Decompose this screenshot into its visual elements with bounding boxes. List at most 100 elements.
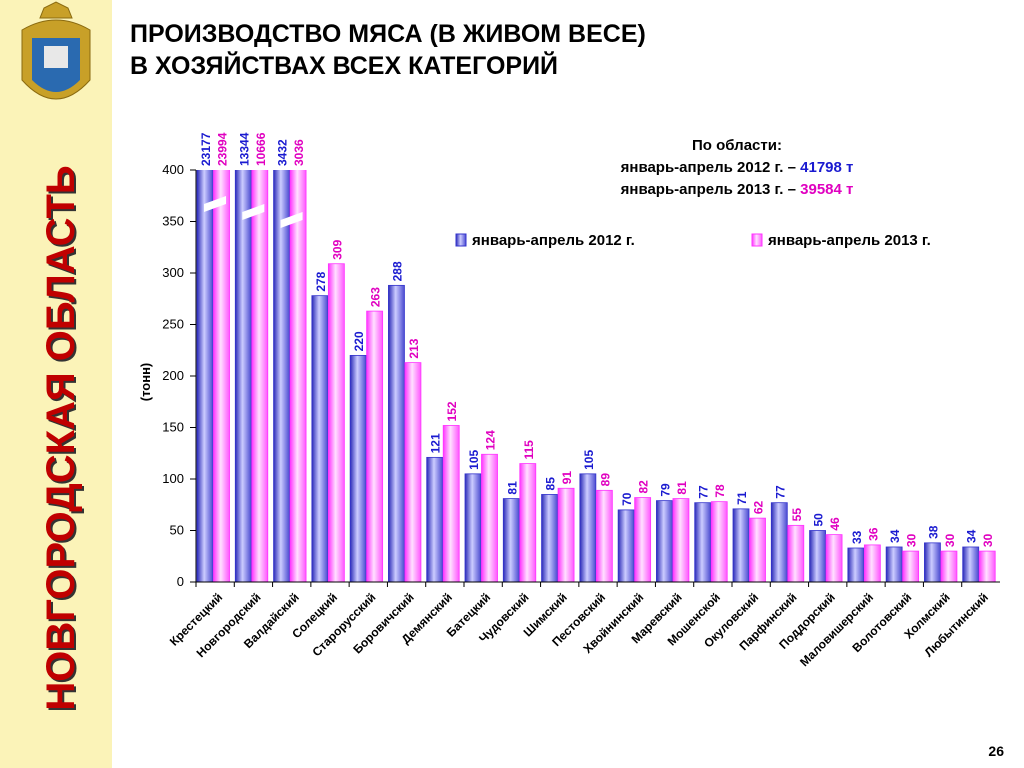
- annotation-total: 41798 т: [800, 159, 853, 176]
- value-label: 3036: [292, 139, 306, 166]
- bar: [940, 550, 958, 583]
- value-label: 36: [866, 527, 880, 541]
- value-label: 23994: [216, 132, 230, 166]
- bar: [519, 463, 537, 583]
- value-label: 62: [752, 500, 766, 514]
- y-tick-label: 350: [162, 214, 184, 229]
- legend-swatch: [455, 233, 467, 247]
- bar: [234, 170, 252, 583]
- value-label: 263: [369, 287, 383, 307]
- bar: [924, 542, 941, 583]
- bar: [770, 502, 788, 583]
- page-number: 26: [988, 743, 1004, 759]
- y-tick-label: 50: [170, 523, 184, 538]
- bar: [464, 473, 482, 583]
- value-label: 34: [888, 529, 902, 543]
- value-label: 13344: [237, 132, 251, 166]
- y-tick-label: 250: [162, 317, 184, 332]
- bar: [749, 517, 766, 583]
- value-label: 3432: [276, 139, 290, 166]
- value-label: 105: [582, 450, 596, 470]
- y-tick-label: 0: [177, 574, 184, 589]
- y-tick-label: 400: [162, 162, 184, 177]
- bar: [656, 500, 673, 583]
- value-label: 33: [850, 530, 864, 544]
- bar: [289, 170, 307, 583]
- value-label: 77: [697, 485, 711, 499]
- bar: [327, 263, 345, 583]
- bar: [885, 546, 903, 583]
- title-line: ПРОИЗВОДСТВО МЯСА (В ЖИВОМ ВЕСЕ): [130, 20, 646, 48]
- legend-swatch: [751, 233, 763, 247]
- bar: [196, 170, 214, 583]
- bar: [710, 501, 728, 583]
- value-label: 55: [790, 508, 804, 522]
- bar: [273, 170, 290, 583]
- value-label: 82: [637, 480, 651, 494]
- bar: [634, 497, 652, 583]
- y-tick-label: 100: [162, 471, 184, 486]
- value-label: 34: [965, 529, 979, 543]
- y-tick-label: 150: [162, 420, 184, 435]
- annotation-total: 39584 т: [800, 181, 853, 198]
- value-label: 38: [926, 525, 940, 539]
- bar: [557, 487, 575, 583]
- sidebar: [0, 0, 112, 768]
- value-label: 124: [484, 430, 498, 450]
- bar: [311, 295, 329, 583]
- y-tick-label: 200: [162, 368, 184, 383]
- title-line: В ХОЗЯЙСТВАХ ВСЕХ КАТЕГОРИЙ: [130, 50, 558, 80]
- value-label: 288: [390, 261, 404, 281]
- value-label: 30: [943, 533, 957, 547]
- y-axis-label: (тонн): [138, 363, 153, 402]
- legend-label: январь-апрель 2012 г.: [472, 232, 635, 249]
- emblem: [21, 1, 91, 100]
- bar: [595, 489, 613, 583]
- bar: [732, 508, 750, 583]
- bar: [672, 498, 690, 583]
- value-label: 105: [467, 450, 481, 470]
- bar: [962, 546, 980, 583]
- bar: [213, 170, 230, 583]
- value-label: 115: [522, 440, 536, 460]
- value-label: 23177: [199, 132, 213, 166]
- bar: [825, 534, 843, 583]
- value-label: 152: [445, 401, 459, 421]
- bar: [847, 547, 865, 583]
- value-label: 89: [598, 473, 612, 487]
- bar: [809, 530, 826, 583]
- annotation-label: январь-апрель 2013 г. –: [621, 181, 796, 198]
- axis-break: [280, 212, 303, 228]
- bar: [366, 310, 384, 583]
- bar: [902, 550, 920, 583]
- annotation-label: январь-апрель 2012 г. –: [621, 159, 796, 176]
- value-label: 30: [981, 533, 995, 547]
- bar: [481, 453, 498, 583]
- value-label: 85: [544, 477, 558, 491]
- bar: [404, 362, 422, 583]
- bar: [426, 456, 444, 583]
- bar: [442, 425, 460, 583]
- bar: [349, 354, 367, 583]
- bar: [617, 509, 635, 583]
- bar: [388, 284, 405, 583]
- sidebar-shadow: НОВГОРОДСКАЯ ОБЛАСТЬ: [41, 167, 85, 712]
- y-tick-label: 300: [162, 265, 184, 280]
- annotation-line: январь-апрель 2013 г. – 39584 т: [621, 181, 854, 198]
- value-label: 71: [735, 491, 749, 505]
- sidebar-title: НОВГОРОДСКАЯ ОБЛАСТЬ: [39, 165, 83, 710]
- annotation-line: январь-апрель 2012 г. – 41798 т: [621, 159, 854, 176]
- axis-break: [204, 196, 226, 212]
- bar: [579, 473, 597, 583]
- value-label: 50: [812, 513, 826, 527]
- value-label: 213: [407, 338, 421, 358]
- value-label: 81: [505, 481, 519, 495]
- value-label: 121: [429, 433, 443, 453]
- value-label: 78: [713, 484, 727, 498]
- bar: [863, 544, 881, 583]
- annotation-heading: По области:: [692, 137, 782, 154]
- bar: [251, 170, 269, 583]
- value-label: 46: [828, 517, 842, 531]
- bar: [694, 502, 712, 583]
